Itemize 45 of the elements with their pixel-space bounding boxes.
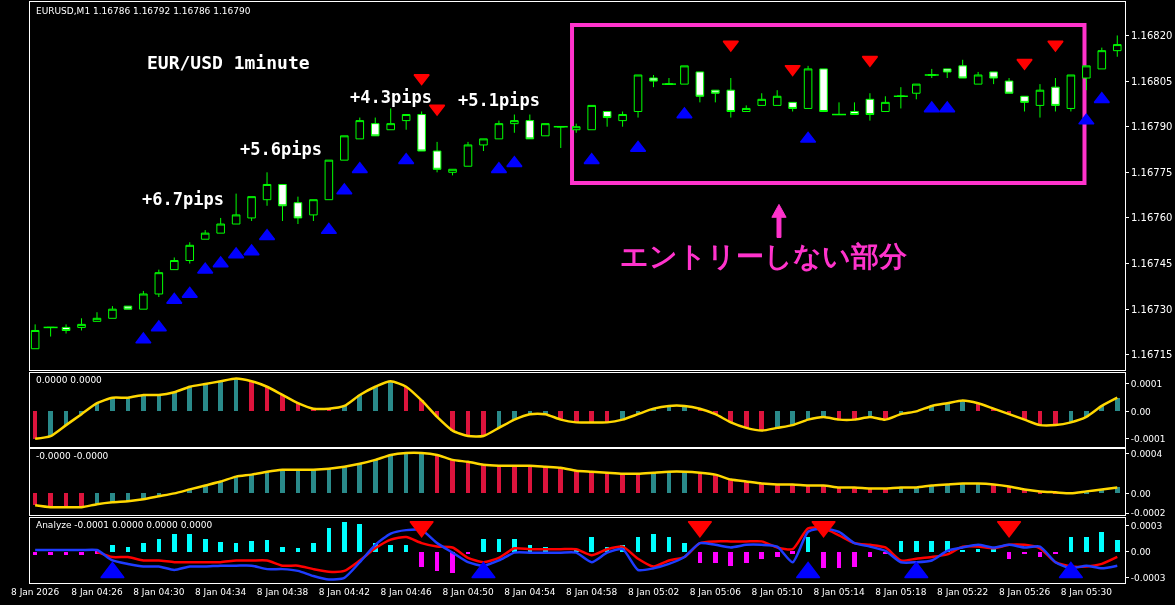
annotation: EUR/USD 1minute [147,52,310,73]
y-tick-label: 1.16790 [1131,121,1173,133]
y-tick-label: 1.16760 [1131,212,1173,224]
y-tick-label: 0.0004 [1130,449,1163,460]
annotation: +5.1pips [458,90,540,110]
chart-title: -0.0000 -0.0000 [36,451,109,461]
x-tick-label: 8 Jan 04:30 [133,586,185,597]
annotation: +5.6pips [240,139,322,159]
y-tick-label: -0.0001 [1130,433,1166,444]
x-tick-label: 8 Jan 05:30 [1060,586,1113,597]
x-tick-label: 8 Jan 04:34 [195,586,247,597]
y-tick-label: 1.16730 [1131,303,1173,315]
y-tick-label: -0.0003 [1130,572,1166,583]
x-tick-label: 8 Jan 04:26 [71,586,123,597]
y-tick-label: 1.16820 [1131,29,1173,41]
x-tick-label: 8 Jan 04:38 [256,586,309,597]
y-tick-label: 1.16745 [1131,258,1173,270]
y-tick-label: 1.16715 [1131,349,1173,361]
x-tick-label: 8 Jan 04:42 [318,586,370,597]
x-tick-label: 8 Jan 05:10 [751,586,804,597]
x-tick-label: 8 Jan 04:50 [442,586,494,597]
x-tick-label: 8 Jan 04:54 [504,586,556,597]
x-tick-label: 8 Jan 05:14 [813,586,865,597]
x-tick-label: 8 Jan 04:46 [380,586,433,597]
x-tick-label: 8 Jan 05:18 [875,586,927,597]
chart-title: Analyze -0.0001 0.0000 0.0000 0.0000 [36,520,213,530]
y-tick-label: 0.00 [1130,406,1152,417]
y-tick-label: -0.0002 [1130,508,1166,519]
x-tick-label: 8 Jan 05:22 [937,586,989,597]
y-tick-label: 0.00 [1130,488,1152,499]
chart-title: EURUSD,M1 1.16786 1.16792 1.16786 1.16790 [36,6,251,16]
annotation: +6.7pips [142,189,224,209]
annotation: エントリーしない部分 [620,240,908,273]
x-tick-label: 8 Jan 2026 [11,586,60,597]
annotation: +4.3pips [350,87,432,107]
x-tick-label: 8 Jan 05:06 [689,586,742,597]
y-tick-label: 1.16805 [1131,75,1173,87]
y-tick-label: 0.0001 [1130,379,1163,390]
chart-title: 0.0000 0.0000 [36,375,103,385]
x-tick-label: 8 Jan 04:58 [566,586,618,597]
y-tick-label: 0.0003 [1130,520,1163,531]
x-tick-label: 8 Jan 05:02 [627,586,680,597]
y-tick-label: 0.00 [1130,546,1152,557]
y-tick-label: 1.16775 [1131,166,1173,178]
x-tick-label: 8 Jan 05:26 [998,586,1051,597]
